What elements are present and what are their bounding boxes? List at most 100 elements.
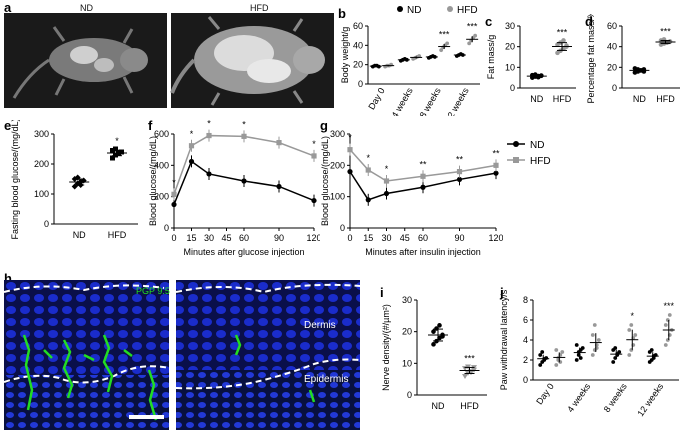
x-tick-label: ND bbox=[432, 401, 445, 411]
significance-marker: *** bbox=[664, 301, 675, 311]
x-tick-label: HFD bbox=[656, 94, 675, 104]
series-line-nd bbox=[349, 171, 497, 201]
data-point bbox=[456, 176, 463, 183]
significance-marker: * bbox=[172, 177, 176, 187]
y-tick-label: 0 bbox=[340, 223, 345, 233]
chart-c: 0 10 20 30 ND HFD *** Fat mass/g bbox=[486, 21, 576, 104]
y-tick-label: 2 bbox=[523, 355, 528, 365]
y-tick-label: 0 bbox=[358, 79, 363, 89]
x-tick-label: 12 weeks bbox=[443, 86, 471, 116]
data-point bbox=[613, 346, 618, 350]
hfd-lower-boundary bbox=[175, 358, 360, 390]
data-point bbox=[627, 328, 632, 332]
data-point bbox=[574, 343, 579, 347]
series-line-hfd bbox=[349, 149, 497, 182]
panel-letter-i: i bbox=[380, 285, 384, 300]
stain-label: PGP 9.5 bbox=[136, 286, 170, 296]
significance-marker: * bbox=[190, 129, 194, 139]
data-point bbox=[629, 323, 634, 327]
data-point bbox=[574, 358, 579, 362]
x-tick-label: Day 0 bbox=[366, 86, 386, 111]
data-point bbox=[119, 149, 124, 155]
y-tick-label: 0 bbox=[44, 219, 49, 229]
x-tick-label: 45 bbox=[400, 233, 410, 243]
data-point bbox=[627, 353, 632, 357]
legend-nd-marker bbox=[397, 6, 403, 12]
y-tick-label: 400 bbox=[154, 160, 169, 170]
panel-letter-g: g bbox=[320, 118, 328, 133]
x-tick-label: 120 bbox=[306, 233, 320, 243]
legend-g-hfd-marker bbox=[513, 157, 519, 163]
y-tick-label: 200 bbox=[34, 159, 49, 169]
y-tick-label: 20 bbox=[353, 60, 363, 70]
chart-g: 0 100 200 300 0 15 30 45 60 90 120 Minutes after in… bbox=[320, 129, 503, 257]
x-tick-label: 60 bbox=[418, 233, 428, 243]
data-point bbox=[171, 191, 177, 197]
legend-nd-label: ND bbox=[407, 5, 421, 16]
data-point bbox=[554, 348, 559, 352]
y-tick-label: 0 bbox=[407, 390, 412, 400]
legend-g: ND HFD bbox=[507, 140, 551, 167]
chart-e: 0 100 200 300 ND HFD * Fasting blood glucose/(m… bbox=[10, 120, 138, 240]
panel-letter-c: c bbox=[485, 14, 493, 29]
x-tick-label: 90 bbox=[454, 233, 464, 243]
x-tick-label: ND bbox=[73, 230, 86, 240]
y-axis-label: Percentage fat mass/% bbox=[586, 14, 596, 104]
y-axis-label: Blood glucose/(mg/dL) bbox=[320, 136, 330, 226]
x-tick-label: 120 bbox=[488, 233, 503, 243]
y-tick-label: 60 bbox=[607, 21, 617, 31]
data-point bbox=[663, 343, 668, 347]
y-tick-label: 60 bbox=[353, 21, 363, 31]
data-point bbox=[420, 173, 426, 179]
x-tick-label: 90 bbox=[274, 233, 284, 243]
data-point bbox=[431, 342, 436, 347]
x-axis-label: Minutes after glucose injection bbox=[183, 247, 304, 257]
epidermis-label: Epidermis bbox=[304, 374, 348, 385]
data-point bbox=[365, 167, 371, 173]
x-tick-label: ND bbox=[633, 94, 646, 104]
panel-letter-j: j bbox=[500, 285, 504, 300]
nd-upper-boundary bbox=[4, 284, 165, 293]
data-point bbox=[241, 178, 247, 184]
data-point bbox=[633, 333, 638, 337]
significance-marker: * bbox=[366, 153, 370, 163]
legend-g-hfd-label: HFD bbox=[530, 156, 551, 167]
significance-marker: * bbox=[242, 120, 246, 129]
y-axis-label: Nerve density/(#/µm²) bbox=[381, 304, 391, 391]
data-point bbox=[493, 170, 499, 176]
series-line-hfd bbox=[173, 134, 315, 195]
x-tick-label: 15 bbox=[186, 233, 196, 243]
y-tick-label: 6 bbox=[523, 315, 528, 325]
hfd-nerve-fibers bbox=[234, 334, 316, 403]
data-point bbox=[347, 147, 353, 153]
y-axis-label: Paw withdrawal latency/s bbox=[499, 289, 509, 390]
significance-marker: ** bbox=[492, 148, 500, 158]
y-tick-label: 20 bbox=[402, 327, 412, 337]
y-tick-label: 100 bbox=[330, 192, 345, 202]
data-point bbox=[462, 374, 468, 379]
data-point bbox=[564, 43, 569, 48]
data-point bbox=[276, 183, 282, 190]
data-point bbox=[561, 38, 566, 43]
x-axis-label: Minutes after insulin injection bbox=[365, 247, 481, 257]
legend-hfd-marker bbox=[447, 6, 453, 12]
data-point bbox=[276, 140, 282, 146]
data-point bbox=[538, 363, 543, 367]
x-tick-label: 30 bbox=[204, 233, 214, 243]
legend-g-nd-label: ND bbox=[530, 140, 544, 151]
x-tick-label: 0 bbox=[171, 233, 176, 243]
x-tick-label: 4 weeks bbox=[565, 381, 592, 414]
data-point bbox=[467, 41, 472, 46]
legend-hfd-label: HFD bbox=[457, 5, 478, 16]
data-point bbox=[110, 155, 115, 161]
y-tick-label: 100 bbox=[34, 189, 49, 199]
x-tick-label: HFD bbox=[553, 94, 572, 104]
x-tick-label: 0 bbox=[347, 233, 352, 243]
data-point bbox=[493, 162, 499, 168]
panel-h-micrographs: PGP 9.5 Dermis Epidermis bbox=[4, 280, 360, 430]
x-tick-label: HFD bbox=[108, 230, 127, 240]
data-point bbox=[456, 169, 463, 175]
scale-bar bbox=[129, 415, 164, 419]
significance-marker: * bbox=[115, 136, 119, 146]
data-point bbox=[420, 184, 426, 190]
